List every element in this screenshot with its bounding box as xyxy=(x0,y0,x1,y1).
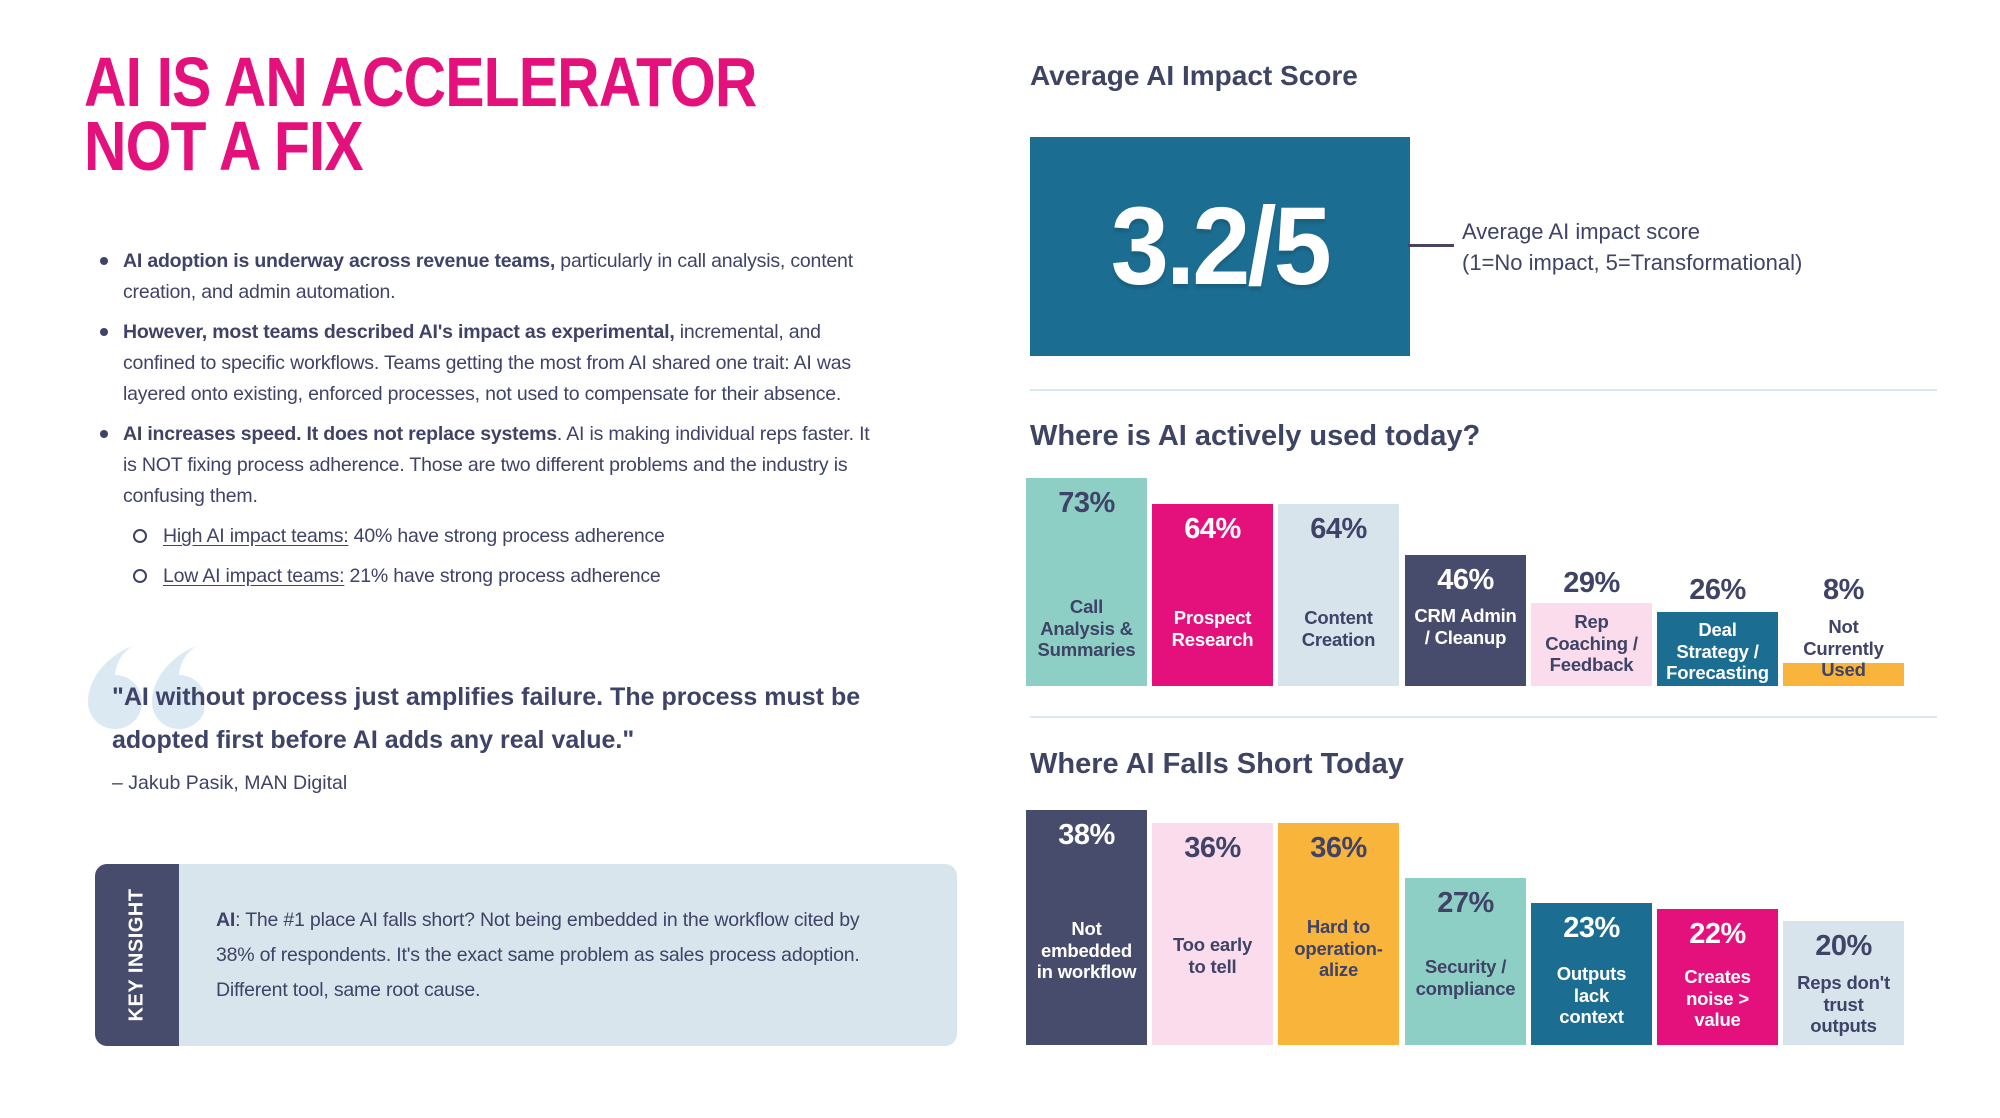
bar-value-label: 26% xyxy=(1689,574,1746,606)
quote-text: "AI without process just amplifies failu… xyxy=(112,683,861,754)
bar-value-label: 22% xyxy=(1689,918,1746,950)
bar-value-label: 73% xyxy=(1058,487,1115,519)
impact-score-annotation: Average AI impact score (1=No impact, 5=… xyxy=(1462,216,1802,278)
chart-usage-title: Where is AI actively used today? xyxy=(1030,420,1481,452)
chart-bar xyxy=(1657,909,1778,1045)
quote-attribution: – Jakub Pasik, MAN Digital xyxy=(112,772,348,794)
page-title: AI IS AN ACCELERATOR NOT A FIX xyxy=(84,43,757,185)
chart-bar xyxy=(1783,921,1904,1045)
key-insight-tab-label: KEY INSIGHT xyxy=(125,888,148,1022)
bullet-item: However, most teams described AI's impac… xyxy=(95,317,880,410)
chart-bar xyxy=(1152,823,1273,1045)
bar-value-label: 38% xyxy=(1058,819,1115,851)
bar-value-label: 46% xyxy=(1437,564,1494,596)
key-insight-body: AI: The #1 place AI falls short? Not bei… xyxy=(179,864,957,1046)
bar-category-label: Prospect Research xyxy=(1171,607,1254,650)
chart-ai-usage: 73% Call Analysis & Summaries 64% Prospect Res… xyxy=(1026,455,1933,686)
section-divider xyxy=(1030,389,1937,391)
impact-score-box: 3.2/5 xyxy=(1030,137,1410,356)
page-title-line-1: AI IS AN ACCELERATOR xyxy=(84,43,757,121)
chart-bar xyxy=(1405,555,1526,686)
chart-bar xyxy=(1783,663,1904,686)
annotation-line-1: Average AI impact score xyxy=(1462,219,1701,244)
chart-bar xyxy=(1026,478,1147,686)
chart-bar xyxy=(1657,612,1778,686)
key-insight-box: KEY INSIGHT AI: The #1 place AI falls sh… xyxy=(95,864,957,1046)
quote-mark-icon xyxy=(88,646,204,729)
bullet-item: AI increases speed. It does not replace … xyxy=(95,419,880,512)
bar-value-label: 23% xyxy=(1563,912,1620,944)
bar-category-label: Rep Coaching / Feedback xyxy=(1545,611,1638,675)
bar-value-label: 8% xyxy=(1823,574,1864,606)
chart-bar xyxy=(1531,903,1652,1045)
sub-bullet-item: High AI impact teams: 40% have strong pr… xyxy=(133,521,880,552)
bar-category-label: Reps don't trust outputs xyxy=(1797,972,1890,1036)
bar-category-label: CRM Admin / Cleanup xyxy=(1414,605,1517,648)
bar-value-label: 64% xyxy=(1184,513,1241,545)
impact-score-heading: Average AI Impact Score xyxy=(1030,60,1358,91)
bar-category-label: Deal Strategy / Forecasting xyxy=(1666,619,1769,683)
bar-category-label: Creates noise > value xyxy=(1684,966,1751,1030)
bar-category-label: Security / compliance xyxy=(1415,956,1516,999)
key-insight-text: AI: The #1 place AI falls short? Not bei… xyxy=(216,908,860,1001)
bullet-list: AI adoption is underway across revenue t… xyxy=(95,246,880,592)
bar-value-label: 64% xyxy=(1310,513,1367,545)
chart-shortfall-title: Where AI Falls Short Today xyxy=(1030,748,1404,780)
chart-bar xyxy=(1405,878,1526,1045)
impact-score-value: 3.2/5 xyxy=(1110,185,1332,308)
chart-bar xyxy=(1278,504,1399,686)
chart-bar xyxy=(1152,504,1273,686)
bar-category-label: Too early to tell xyxy=(1172,934,1253,977)
page-title-line-2: NOT A FIX xyxy=(84,107,364,185)
bar-category-label: Not Currently Used xyxy=(1803,616,1884,680)
bullet-dot-icon xyxy=(100,430,108,438)
bar-category-label: Content Creation xyxy=(1301,607,1376,650)
bullet-dot-icon xyxy=(100,257,108,265)
key-insight-tab: KEY INSIGHT xyxy=(95,864,179,1046)
bar-category-label: Not embedded in workflow xyxy=(1036,918,1137,982)
sub-bullet-item: Low AI impact teams: 21% have strong pro… xyxy=(133,561,880,592)
bar-category-label: Outputs lack context xyxy=(1556,963,1627,1027)
bar-value-label: 36% xyxy=(1184,832,1241,864)
bullet-item: AI adoption is underway across revenue t… xyxy=(95,246,880,308)
chart-bar xyxy=(1531,603,1652,686)
bullet-ring-icon xyxy=(133,529,147,543)
annotation-line-2: (1=No impact, 5=Transformational) xyxy=(1462,250,1803,275)
bullet-dot-icon xyxy=(100,328,108,336)
bar-value-label: 29% xyxy=(1563,567,1620,599)
bar-value-label: 36% xyxy=(1310,832,1367,864)
chart-bar xyxy=(1026,810,1147,1045)
connector-line xyxy=(1408,244,1454,247)
bar-value-label: 27% xyxy=(1437,887,1494,919)
section-divider xyxy=(1030,716,1937,718)
chart-bar xyxy=(1278,823,1399,1045)
bullet-ring-icon xyxy=(133,569,147,583)
bar-category-label: Call Analysis & Summaries xyxy=(1037,596,1136,660)
bar-value-label: 20% xyxy=(1815,930,1872,962)
bar-category-label: Hard to operation-alize xyxy=(1294,916,1383,980)
chart-ai-shortfalls: 38% Not embedded in workflow 36% Too early to … xyxy=(1026,790,1933,1045)
